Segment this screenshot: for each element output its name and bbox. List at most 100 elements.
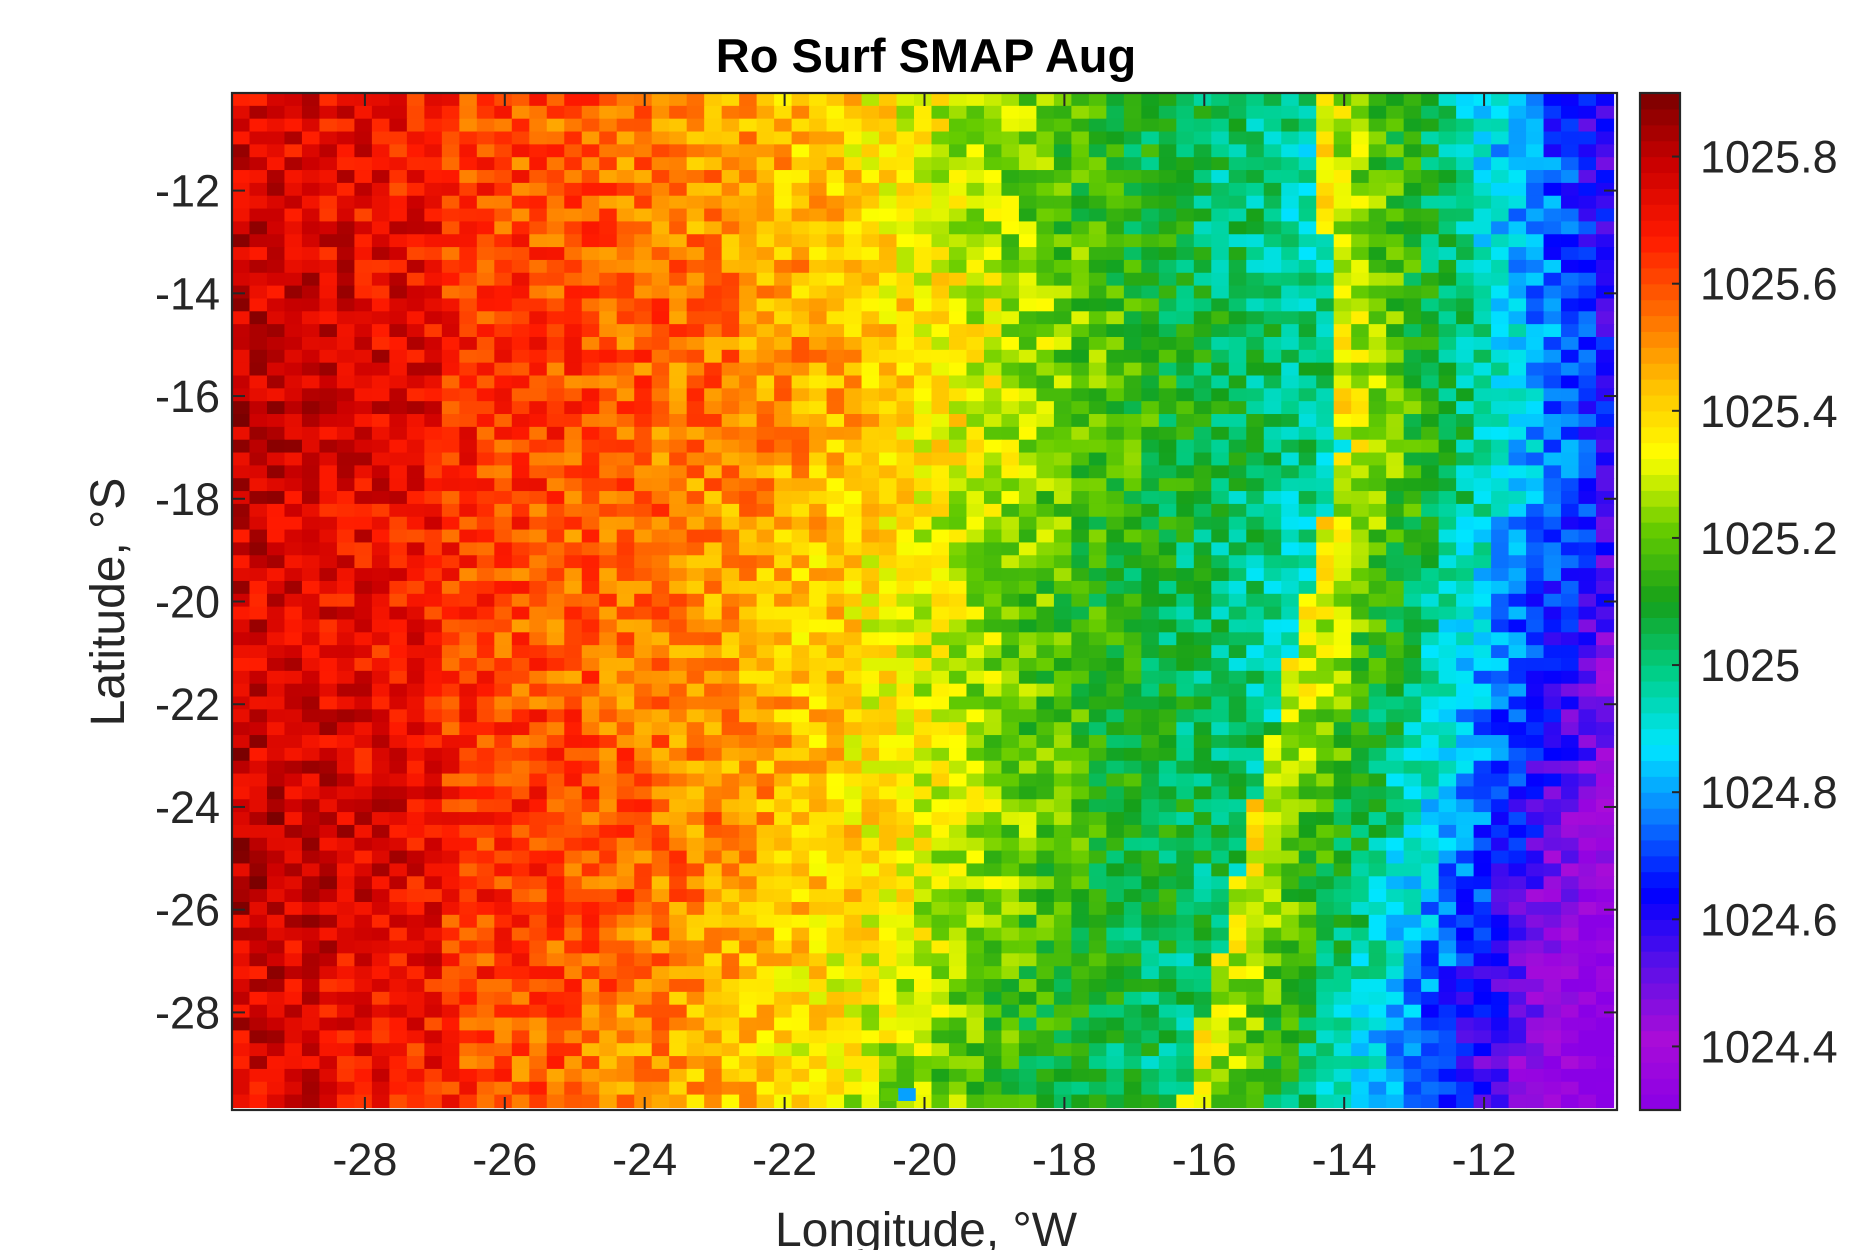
heatmap-cell xyxy=(284,722,303,736)
heatmap-cell xyxy=(441,182,460,197)
heatmap-cell xyxy=(1491,259,1510,274)
heatmap-cell xyxy=(1596,452,1615,466)
heatmap-cell xyxy=(371,298,390,312)
heatmap-cell xyxy=(266,503,286,518)
heatmap-cell xyxy=(879,529,898,544)
heatmap-cell xyxy=(424,452,443,466)
heatmap-cell xyxy=(1071,722,1090,736)
heatmap-cell xyxy=(931,118,950,133)
heatmap-cell xyxy=(669,157,688,171)
heatmap-cell xyxy=(1281,491,1300,505)
heatmap-cell xyxy=(564,555,583,569)
heatmap-cell xyxy=(931,696,950,710)
heatmap-cell xyxy=(669,285,688,300)
heatmap-cell xyxy=(879,773,898,788)
heatmap-cell xyxy=(1526,580,1545,595)
heatmap-cell xyxy=(406,786,425,800)
heatmap-cell xyxy=(651,812,670,826)
heatmap-cell xyxy=(879,516,898,531)
heatmap-cell xyxy=(1386,426,1405,441)
heatmap-cell xyxy=(1578,131,1597,145)
heatmap-cell xyxy=(1386,298,1405,312)
heatmap-cell xyxy=(459,619,478,633)
heatmap-cell xyxy=(1473,208,1492,223)
heatmap-cell xyxy=(564,157,583,171)
heatmap-cell xyxy=(266,837,286,852)
heatmap-cell xyxy=(983,735,1003,749)
heatmap-cell xyxy=(1246,645,1265,659)
heatmap-cell xyxy=(389,375,408,389)
heatmap-cell xyxy=(1491,670,1510,685)
heatmap-cell xyxy=(1123,722,1142,736)
heatmap-cell xyxy=(389,786,408,800)
heatmap-cell xyxy=(529,555,548,569)
heatmap-cell xyxy=(406,619,425,633)
heatmap-cell xyxy=(1333,234,1352,248)
heatmap-cell xyxy=(1351,632,1370,646)
heatmap-cell xyxy=(1316,670,1335,685)
heatmap-cell xyxy=(809,658,828,672)
heatmap-cell xyxy=(809,529,828,544)
heatmap-cell xyxy=(511,182,530,197)
heatmap-cell xyxy=(826,696,845,710)
heatmap-cell xyxy=(1578,324,1597,338)
heatmap-cell xyxy=(266,735,286,749)
heatmap-cell xyxy=(983,670,1003,685)
heatmap-cell xyxy=(686,311,705,325)
heatmap-cell xyxy=(529,478,548,492)
heatmap-cell xyxy=(1456,773,1475,788)
heatmap-cell xyxy=(651,298,670,312)
heatmap-cell xyxy=(1176,747,1195,762)
heatmap-cell xyxy=(1263,388,1282,402)
heatmap-cell xyxy=(1246,735,1265,749)
heatmap-cell xyxy=(756,324,775,338)
heatmap-cell xyxy=(336,401,356,415)
heatmap-cell xyxy=(1333,452,1352,466)
heatmap-cell xyxy=(1281,632,1300,646)
heatmap-cell xyxy=(511,786,530,800)
heatmap-cell xyxy=(1106,131,1125,145)
heatmap-cell xyxy=(721,568,740,582)
heatmap-cell xyxy=(1596,336,1615,351)
heatmap-cell xyxy=(1508,580,1527,595)
heatmap-cell xyxy=(914,195,933,210)
heatmap-cell xyxy=(686,799,705,813)
heatmap-cell xyxy=(948,401,968,415)
heatmap-cell xyxy=(354,247,373,261)
heatmap-cell xyxy=(1281,516,1300,531)
heatmap-cell xyxy=(651,593,670,608)
heatmap-cell xyxy=(441,580,460,595)
heatmap-cell xyxy=(389,311,408,325)
heatmap-cell xyxy=(686,542,705,556)
heatmap-cell xyxy=(1158,170,1177,184)
heatmap-cell xyxy=(1053,747,1072,762)
heatmap-cell xyxy=(634,426,653,441)
heatmap-cell xyxy=(1071,105,1090,120)
heatmap-cell xyxy=(389,568,408,582)
heatmap-cell xyxy=(861,157,880,171)
heatmap-cell xyxy=(546,670,565,685)
heatmap-cell xyxy=(1438,722,1457,736)
heatmap-cell xyxy=(1263,580,1282,595)
heatmap-cell xyxy=(494,580,513,595)
heatmap-cell xyxy=(774,863,793,877)
heatmap-cell xyxy=(1298,349,1317,364)
heatmap-cell xyxy=(826,760,845,775)
heatmap-cell xyxy=(791,285,810,300)
heatmap-cell xyxy=(966,850,985,865)
heatmap-cell xyxy=(1368,362,1387,377)
heatmap-cell xyxy=(616,388,635,402)
heatmap-cell xyxy=(232,876,251,890)
heatmap-cell xyxy=(232,632,251,646)
heatmap-cell xyxy=(511,503,530,518)
heatmap-cell xyxy=(564,182,583,197)
heatmap-cell xyxy=(1456,593,1475,608)
heatmap-cell xyxy=(1368,747,1387,762)
heatmap-cell xyxy=(1403,850,1422,865)
heatmap-cell xyxy=(441,208,460,223)
heatmap-cell xyxy=(1053,414,1072,428)
heatmap-cell xyxy=(1018,503,1038,518)
heatmap-cell xyxy=(1281,452,1300,466)
heatmap-cell xyxy=(826,259,845,274)
heatmap-cell xyxy=(284,298,303,312)
